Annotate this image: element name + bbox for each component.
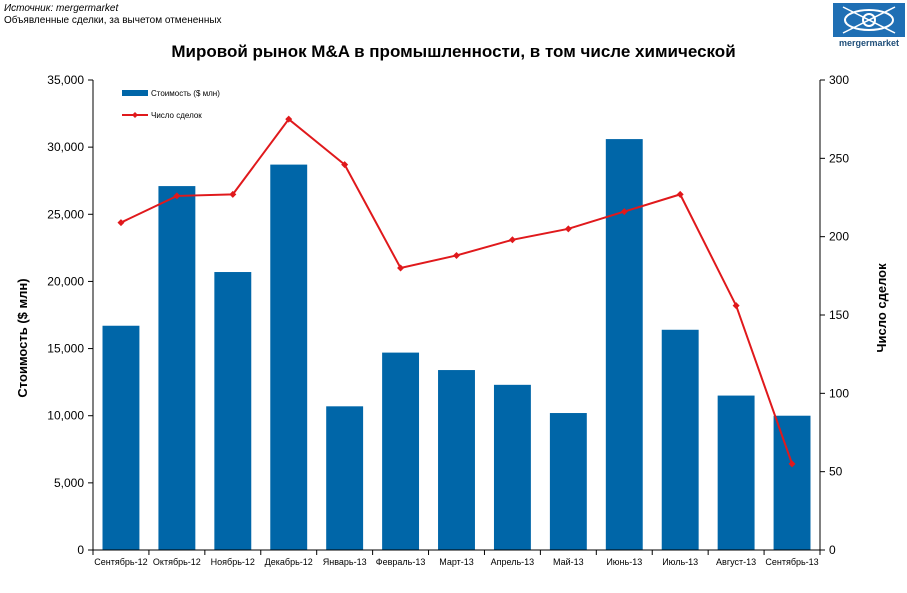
- y-tick-label: 0: [77, 543, 84, 557]
- bar-4: [270, 164, 308, 550]
- deals-point-6: [397, 264, 405, 272]
- logo-eye-pupil: [862, 13, 876, 27]
- y2-tick-label: 200: [829, 230, 849, 244]
- bars-layer: [102, 139, 811, 551]
- x-tick-label: Май-13: [553, 557, 584, 567]
- bar-3: [214, 272, 252, 550]
- x-tick-label: Ноябрь-12: [211, 557, 255, 567]
- bar-9: [549, 413, 587, 550]
- y2-tick-label: 300: [829, 73, 849, 87]
- y2-tick-label: 0: [829, 543, 836, 557]
- deals-point-3: [229, 190, 237, 198]
- y2-tick-label: 100: [829, 386, 849, 400]
- deals-point-11: [676, 190, 684, 198]
- deals-point-10: [620, 208, 628, 216]
- bar-11: [661, 329, 699, 550]
- y2-axis-title: Число сделок: [874, 263, 889, 353]
- deals-point-13: [788, 460, 796, 468]
- source-note: Источник: mergermarket Объявленные сделк…: [4, 3, 222, 27]
- deals-point-7: [453, 251, 460, 259]
- x-tick-label: Декабрь-12: [265, 557, 313, 567]
- chart-title: Мировой рынок M&A в промышленности, в то…: [171, 42, 736, 61]
- source-line: Источник: mergermarket: [4, 3, 119, 14]
- deals-point-4: [285, 115, 293, 123]
- bar-5: [326, 406, 364, 550]
- bar-6: [382, 352, 420, 550]
- y-tick-label: 30,000: [47, 140, 84, 154]
- deals-point-12: [732, 302, 740, 310]
- logo-stroke-2: [842, 6, 896, 34]
- x-tick-label: Октябрь-12: [153, 557, 201, 567]
- bar-12: [717, 395, 755, 550]
- deals-point-5: [341, 161, 349, 169]
- x-tick-label: Январь-13: [323, 557, 367, 567]
- x-tick-label: Июль-13: [662, 557, 698, 567]
- y-tick-label: 5,000: [54, 476, 84, 490]
- bar-1: [102, 325, 140, 550]
- bar-10: [605, 139, 643, 551]
- legend-bar-label: Стоимость ($ млн): [151, 89, 220, 98]
- y2-tick-label: 150: [829, 308, 849, 322]
- legend-bar-swatch: [122, 90, 148, 96]
- x-tick-label: Сентябрь-12: [94, 557, 147, 567]
- bar-2: [158, 186, 196, 551]
- mergermarket-logo: [833, 3, 905, 37]
- x-tick-label: Июнь-13: [606, 557, 642, 567]
- y-tick-label: 10,000: [47, 409, 84, 423]
- bar-13: [773, 415, 811, 550]
- x-tick-label: Август-13: [716, 557, 756, 567]
- x-tick-label: Февраль-13: [376, 557, 426, 567]
- legend-line-label: Число сделок: [151, 111, 202, 120]
- y-tick-label: 20,000: [47, 274, 84, 288]
- logo-text: mergermarket: [838, 38, 900, 48]
- deals-point-1: [117, 219, 125, 227]
- note-line: Объявленные сделки, за вычетом отмененны…: [4, 15, 222, 26]
- legend-line-marker: [132, 112, 138, 118]
- y2-tick-label: 50: [829, 465, 843, 479]
- x-tick-label: Март-13: [439, 557, 474, 567]
- deals-point-2: [173, 192, 181, 200]
- legend: Стоимость ($ млн) Число сделок: [122, 89, 220, 120]
- bar-7: [438, 370, 475, 550]
- deals-point-8: [508, 236, 516, 244]
- deals-point-9: [564, 225, 572, 233]
- y2-tick-label: 250: [829, 151, 849, 165]
- y-tick-label: 15,000: [47, 342, 84, 356]
- logo-eye-outline: [844, 9, 894, 31]
- bar-8: [493, 384, 531, 550]
- y-tick-label: 35,000: [47, 73, 84, 87]
- y-tick-label: 25,000: [47, 207, 84, 221]
- line-layer: [117, 115, 796, 468]
- axes-layer: 0 5,000 10,000 15,000 20,000 25,000 30,000 35,0…: [47, 73, 849, 567]
- x-tick-label: Апрель-13: [491, 557, 535, 567]
- y-axis-title: Стоимость ($ млн): [15, 278, 30, 397]
- x-tick-label: Сентябрь-13: [765, 557, 818, 567]
